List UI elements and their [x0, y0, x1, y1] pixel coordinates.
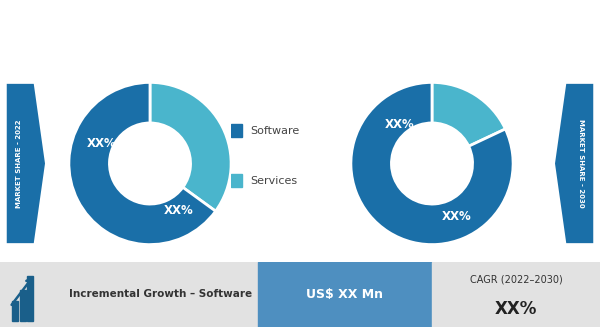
Text: MARKET SHARE - 2030: MARKET SHARE - 2030 [578, 119, 584, 208]
Bar [12, 301, 18, 321]
Bar [258, 262, 432, 327]
Text: XX%: XX% [385, 118, 415, 131]
Bar [20, 290, 26, 321]
Text: MARKET SHARE - 2022: MARKET SHARE - 2022 [16, 119, 22, 208]
Bar [231, 124, 241, 137]
Text: CAGR (2022–2030): CAGR (2022–2030) [470, 275, 562, 285]
Polygon shape [555, 84, 593, 243]
Bar [0, 262, 258, 327]
Text: XX%: XX% [86, 137, 116, 150]
Text: XX%: XX% [495, 300, 537, 318]
Text: XX%: XX% [442, 210, 471, 223]
Text: Incremental Growth – Software: Incremental Growth – Software [69, 289, 252, 299]
Text: MARKET BY PRODUCT: MARKET BY PRODUCT [72, 18, 275, 36]
Text: US$ XX Mn: US$ XX Mn [307, 288, 383, 301]
Polygon shape [7, 84, 45, 243]
Text: Software: Software [250, 126, 299, 136]
Bar [231, 174, 241, 187]
Text: XX%: XX% [164, 204, 193, 217]
Bar [28, 276, 34, 321]
Wedge shape [432, 82, 505, 146]
Wedge shape [150, 82, 231, 211]
Bar [432, 262, 600, 327]
Wedge shape [351, 82, 513, 245]
Text: Services: Services [250, 176, 297, 185]
Wedge shape [69, 82, 215, 245]
